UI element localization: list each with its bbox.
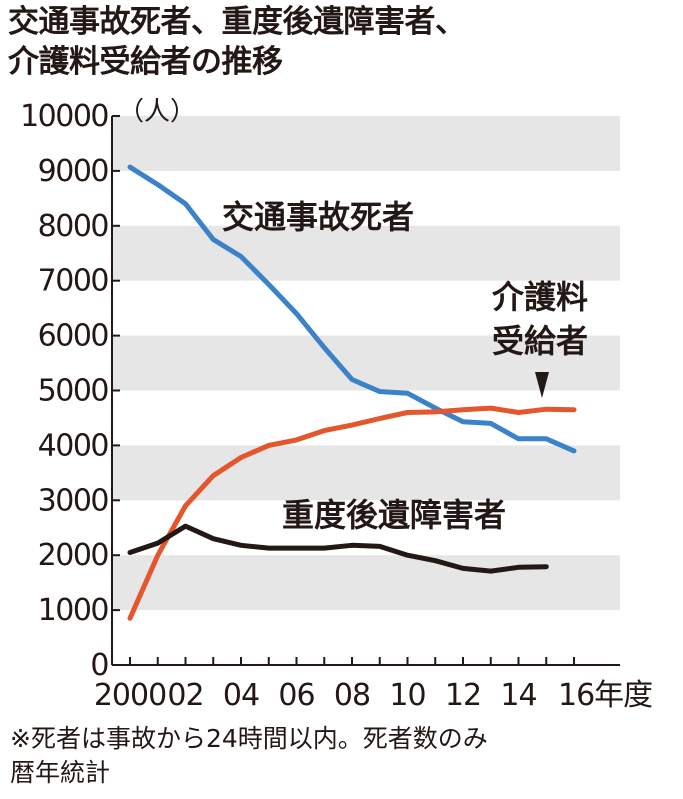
y-tick-label: 0 (90, 648, 108, 683)
background-bands (112, 116, 620, 611)
series-label: 重度後遺障害者 (282, 496, 506, 534)
y-tick-label: 10000 (20, 99, 108, 134)
y-tick-label: 9000 (38, 154, 109, 189)
background-band (112, 225, 620, 281)
x-tick-label: 10 (389, 678, 425, 713)
x-tick-label: 08 (334, 678, 370, 713)
y-tick-label: 2000 (38, 538, 109, 573)
x-tick-label: 12 (445, 678, 481, 713)
y-axis-unit: （人） (118, 97, 196, 127)
series-line-1 (127, 405, 577, 621)
series-line-2 (127, 523, 549, 574)
x-tick-label: 2000 (94, 678, 166, 713)
background-band (112, 335, 620, 391)
x-tick-label: 16年度 (558, 678, 652, 713)
series-label: 受給者 (492, 322, 588, 360)
y-tick-label: 8000 (38, 209, 109, 244)
x-tick-label: 02 (167, 678, 203, 713)
x-tick-label: 04 (223, 678, 259, 713)
chart-title-line-1: 交通事故死者、重度後遺障害者、 (8, 4, 466, 40)
series-lines (127, 164, 577, 621)
footnote: ※死者は事故から24時間以内。死者数のみ 暦年統計 (10, 722, 488, 790)
x-axis: 2000 02 04 06 08 10 12 14 16年度 (94, 657, 653, 713)
y-tick-label: 7000 (38, 264, 109, 299)
chart-title: 交通事故死者、重度後遺障害者、 介護料受給者の推移 (8, 2, 466, 82)
y-tick-label: 1000 (38, 593, 109, 628)
y-tick-label: 3000 (38, 483, 109, 518)
footnote-line-2: 暦年統計 (10, 758, 111, 787)
footnote-line-1: ※死者は事故から24時間以内。死者数のみ (10, 724, 488, 753)
background-band (112, 116, 620, 171)
x-tick-label: 14 (500, 678, 536, 713)
x-tick-label: 06 (278, 678, 314, 713)
chart-title-line-2: 介護料受給者の推移 (8, 44, 283, 80)
y-tick-label: 6000 (38, 319, 109, 354)
y-axis: 0 1000 2000 3000 4000 5000 6000 7000 8000 9000 100… (20, 99, 120, 683)
pointer-arrow-icon (535, 372, 549, 398)
series-label: 介護料 (491, 278, 588, 316)
y-tick-label: 4000 (38, 428, 109, 463)
background-band (112, 555, 620, 611)
y-tick-label: 5000 (38, 374, 109, 409)
line-chart: 0100020003000400050006000700080009000100… (20, 97, 653, 713)
series-line-0 (127, 164, 577, 454)
background-band (112, 445, 620, 501)
series-label: 交通事故死者 (222, 198, 414, 236)
